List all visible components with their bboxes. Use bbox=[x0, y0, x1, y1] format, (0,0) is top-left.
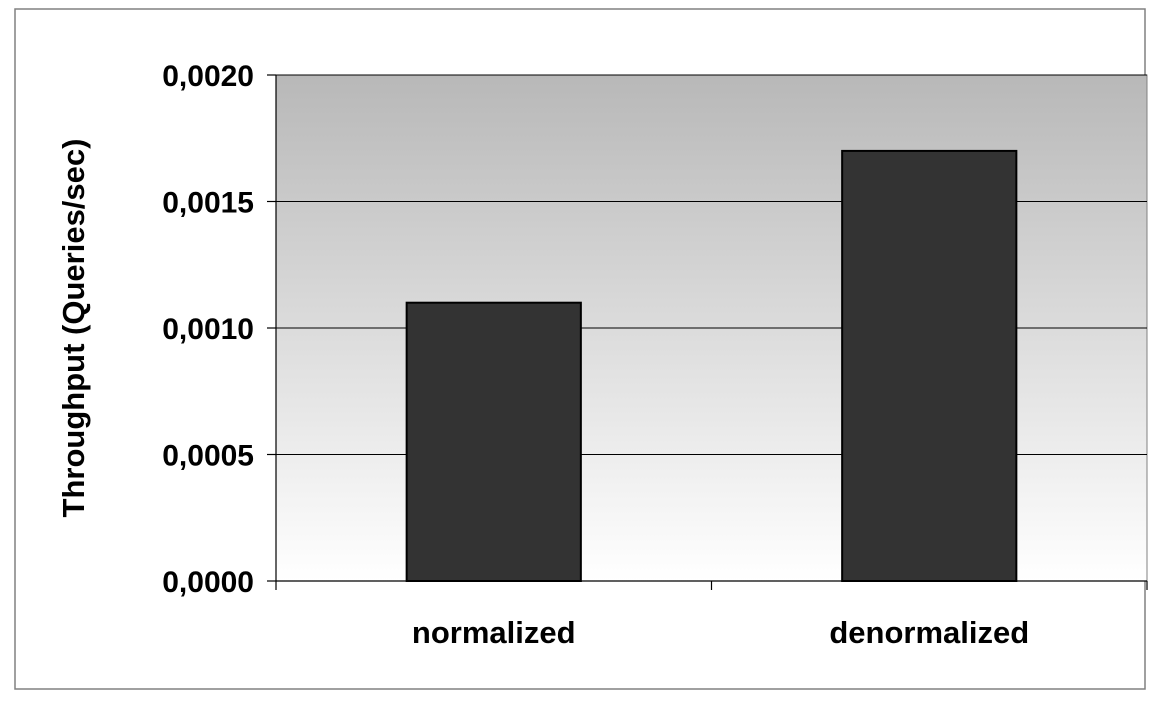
y-tick-labels: 0,0000 0,0005 0,0010 0,0015 0,0020 bbox=[162, 60, 254, 599]
y-tick-label: 0,0000 bbox=[162, 566, 254, 599]
y-tick-label: 0,0010 bbox=[162, 313, 254, 346]
axes bbox=[267, 74, 1148, 590]
y-tick-label: 0,0015 bbox=[162, 187, 254, 220]
bar-normalized bbox=[405, 301, 582, 582]
y-axis-title: Throughput (Queries/sec) bbox=[56, 139, 91, 518]
bar-denormalized bbox=[841, 149, 1018, 582]
x-category-label: denormalized bbox=[829, 615, 1029, 650]
y-tick-label: 0,0005 bbox=[162, 440, 254, 473]
bars bbox=[405, 149, 1018, 582]
y-tick-label: 0,0020 bbox=[162, 60, 254, 93]
category-labels: normalized denormalized bbox=[412, 615, 1029, 650]
x-category-label: normalized bbox=[412, 615, 576, 650]
